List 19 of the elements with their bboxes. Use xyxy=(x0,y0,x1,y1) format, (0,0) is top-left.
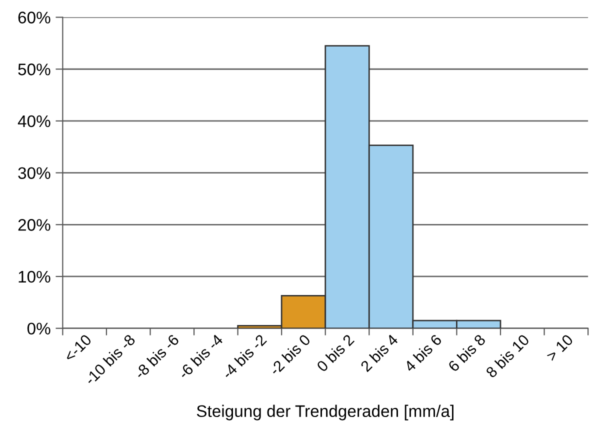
x-tick-label: <-10 xyxy=(63,334,92,362)
y-tick-label: 10% xyxy=(18,270,50,283)
x-tick-label: -6 bis -4 xyxy=(181,334,224,377)
x-tick-label: 6 bis 8 xyxy=(447,334,486,372)
x-tick-label: 2 bis 4 xyxy=(360,333,399,372)
x-tick-label: 8 bis 10 xyxy=(485,333,530,378)
y-tick-label: 50% xyxy=(18,64,50,76)
x-tick-label: > 10 xyxy=(546,334,574,362)
x-tick-label: -8 bis -6 xyxy=(137,334,180,377)
y-tick-label: 0% xyxy=(27,322,50,335)
x-tick-label: -2 bis 0 xyxy=(268,333,311,376)
x-tick-label: -4 bis -2 xyxy=(224,334,267,377)
y-tick-label: 30% xyxy=(18,167,50,180)
x-tick-label: 4 bis 6 xyxy=(403,334,442,373)
y-tick-label: 40% xyxy=(18,115,50,128)
x-axis-title: Steigung der Trendgeraden [mm/a] xyxy=(196,404,454,420)
x-tick-label: 0 bis 2 xyxy=(316,334,355,372)
y-tick-label: 20% xyxy=(18,219,50,231)
y-tick-label: 60% xyxy=(18,12,50,24)
